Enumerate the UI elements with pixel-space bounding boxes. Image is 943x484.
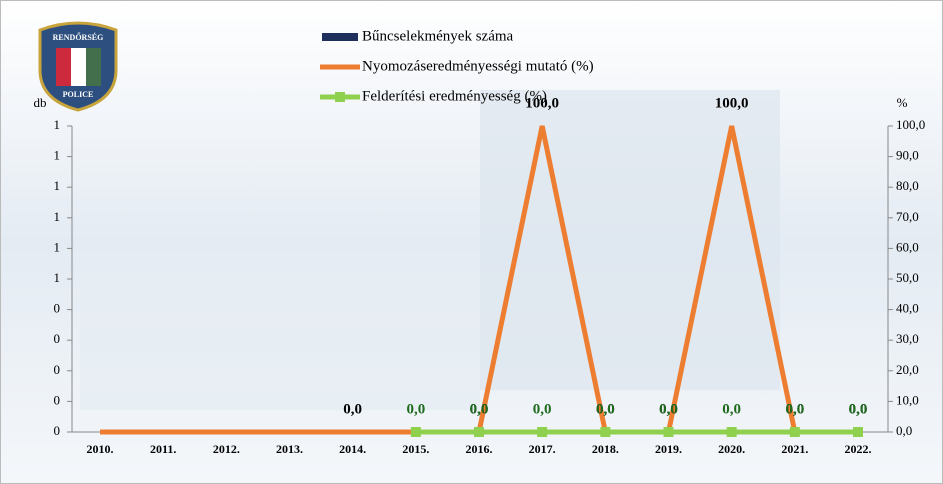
data-label: 0,0 [849,401,868,417]
data-label: 0,0 [722,401,741,417]
y2-tick-label: 90,0 [896,148,919,163]
y2-tick-label: 70,0 [896,209,919,224]
data-label: 0,0 [406,401,425,417]
legend-label: Nyomozáseredményességi mutató (%) [362,58,594,74]
y2-tick-label: 10,0 [896,392,919,407]
logo-text: POLICE [63,90,94,99]
x-tick-label: 2022. [845,442,872,456]
x-tick-label: 2011. [150,442,176,456]
data-label: 100,0 [525,95,559,111]
line-marker [853,427,863,437]
legend-swatch [322,33,358,41]
data-label: 0,0 [596,401,615,417]
x-tick-label: 2014. [339,442,366,456]
y-tick-label: 0 [54,392,61,407]
data-label: 0,0 [659,401,678,417]
y2-tick-label: 30,0 [896,331,919,346]
y2-tick-label: 0,0 [896,423,912,438]
line-marker [663,427,674,437]
data-label: 0,0 [659,401,678,417]
data-label: 0,0 [596,401,615,417]
line-marker [600,427,611,437]
x-tick-label: 2021. [781,442,808,456]
y-tick-label: 1 [54,178,61,193]
data-label: 0,0 [849,401,868,417]
x-tick-label: 2017. [529,442,556,456]
x-tick-label: 2015. [402,442,429,456]
x-tick-label: 2019. [655,442,682,456]
line-marker [537,427,548,437]
y-tick-label: 0 [54,362,61,377]
y-tick-label: 1 [54,209,61,224]
logo: RENDŐRSÉG POLICE [38,21,118,112]
data-label: 100,0 [715,95,749,111]
data-label: 0,0 [533,401,552,417]
y-tick-label: 1 [54,148,61,163]
y-tick-label: 0 [54,331,61,346]
line-marker [726,427,737,437]
line-marker [789,427,800,437]
data-label: 0,0 [785,401,804,417]
data-label: 0,0 [785,401,804,417]
logo-stripe [56,48,71,86]
y-tick-label: 1 [54,270,61,285]
data-label: 0,0 [470,401,489,417]
logo-stripe [86,48,101,86]
logo-text: RENDŐRSÉG [53,32,104,42]
y2-tick-label: 60,0 [896,239,919,254]
x-tick-label: 2012. [213,442,240,456]
x-tick-label: 2020. [718,442,745,456]
y2-tick-label: 40,0 [896,301,919,316]
y2-tick-label: 100,0 [896,117,925,132]
y-axis-label: db [34,95,47,110]
y2-axis-label: % [897,95,908,110]
x-tick-label: 2016. [466,442,493,456]
y2-tick-label: 20,0 [896,362,919,377]
x-tick-label: 2013. [276,442,303,456]
y-tick-label: 1 [54,239,61,254]
legend-label: Felderítési eredményesség (%) [362,88,547,104]
building [80,260,480,410]
x-tick-label: 2010. [87,442,114,456]
logo-stripe [71,48,86,86]
y2-tick-label: 50,0 [896,270,919,285]
y-tick-label: 1 [54,117,61,132]
legend-label: Bűncselekmények száma [362,28,514,44]
data-label: 0,0 [343,401,362,417]
y2-tick-label: 80,0 [896,178,919,193]
x-tick-label: 2018. [592,442,619,456]
legend-marker [335,92,345,102]
line-marker [474,427,484,437]
data-label: 0,0 [470,401,489,417]
line-marker [410,427,421,437]
y-tick-label: 0 [54,301,61,316]
y-tick-label: 0 [54,423,61,438]
